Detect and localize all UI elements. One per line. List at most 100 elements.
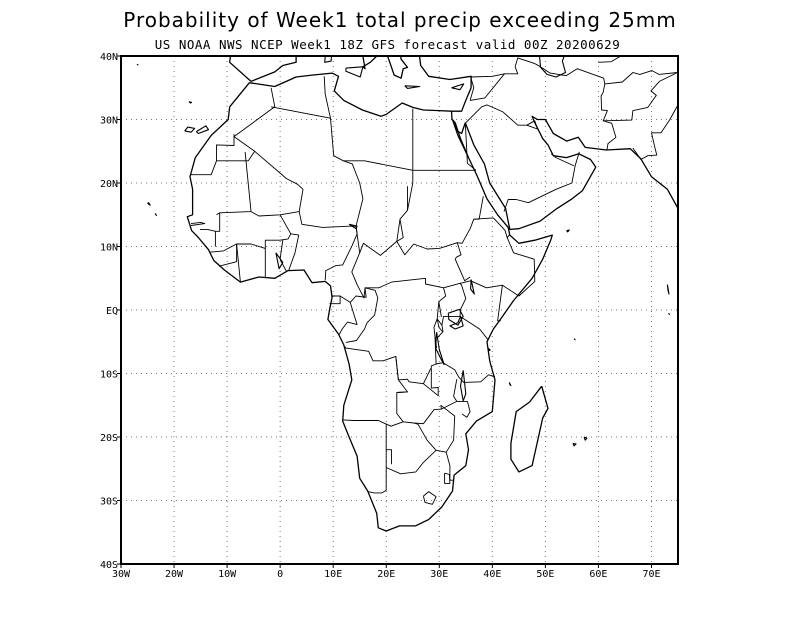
country-border [214,212,221,247]
x-tick-label: 30W [112,569,131,580]
indian-ocean-island [566,229,570,233]
country-border [351,226,447,349]
country-border [190,134,235,176]
country-border [470,66,519,101]
country-border [359,240,471,282]
x-tick-label: 10E [324,569,342,580]
x-tick-label: 50E [536,569,554,580]
atlantic-island [147,202,151,206]
country-border [396,219,401,242]
map-subtitle: US NOAA NWS NCEP Week1 18Z GFS forecast … [154,37,621,52]
country-border [503,151,580,212]
country-border [460,280,503,289]
caspian-sea-outline [538,56,567,78]
sinai-coastline [452,119,466,135]
country-border [279,240,287,272]
y-tick-label: 30N [100,116,118,127]
y-tick-label: 20S [100,433,118,444]
country-border [250,150,304,217]
country-border [422,368,432,384]
country-border [200,228,216,232]
country-border [546,56,548,57]
country-border [339,295,351,303]
country-border [218,244,238,267]
country-border [413,404,456,453]
country-border [441,315,460,326]
country-border [329,295,341,305]
country-border [403,379,458,425]
lake-outline [459,370,467,402]
mediterranean-island [451,83,465,91]
indian-ocean-island [573,338,576,341]
lake-outline [470,279,475,295]
lake-outline [447,308,464,326]
country-border [324,226,358,281]
atlantic-island [154,213,158,216]
country-border [497,237,536,322]
country-border [473,217,511,239]
country-border [396,391,408,393]
country-border [345,287,379,343]
country-border [561,24,598,53]
country-border [209,243,237,253]
country-border [344,346,439,397]
country-border [386,449,392,465]
country-border [550,153,575,167]
country-border [264,239,281,278]
africa-coastline [186,72,553,532]
country-border [443,282,489,341]
y-tick-label: 40N [100,52,118,63]
x-tick-label: 20E [377,569,395,580]
country-border [386,449,437,475]
italy-coastline [361,56,378,70]
madagascar-coastline [510,385,549,473]
country-border [526,120,538,130]
y-tick-label: EQ [106,306,118,317]
country-border [445,452,455,481]
atlantic-island [136,63,139,66]
country-border [438,301,442,318]
country-border [279,214,292,241]
country-border [233,87,276,137]
greece-coastline [386,56,409,79]
y-tick-label: 30S [100,497,118,508]
y-tick-label: 10S [100,370,118,381]
country-border [288,252,296,271]
country-border [457,196,484,244]
indian-ocean-island [668,312,671,315]
iberia-coastline [229,56,297,83]
x-tick-label: 10W [218,569,237,580]
country-border [343,160,364,227]
levant-turkey-coastline [418,56,472,112]
x-tick-label: 60E [589,569,607,580]
lake-outline [275,252,284,270]
country-border [330,118,414,242]
atlantic-island [184,126,196,133]
country-border [456,400,471,418]
country-border [514,57,617,151]
country-border [290,233,300,253]
x-tick-label: 40E [483,569,501,580]
indian-ocean-island [508,382,512,387]
country-border [444,472,451,484]
x-tick-label: 0 [277,569,283,580]
atlantic-island [195,125,210,135]
country-border [464,122,477,171]
country-border [465,104,536,126]
x-tick-label: 70E [642,569,660,580]
y-tick-label: 10N [100,243,118,254]
y-tick-label: 20N [100,179,118,190]
country-border [632,104,678,160]
country-border [469,73,505,101]
country-border [271,76,331,119]
mediterranean-island [404,85,421,89]
country-border [190,221,206,226]
map-title: Probability of Week1 total precip exceed… [123,8,677,32]
lake-outline [435,332,445,366]
country-border [367,424,387,494]
indian-ocean-island [449,315,464,330]
grid-lines [121,56,678,564]
country-border [604,70,678,85]
axis-ticks: 30W 20W 10W 0 10E 20E 30E 40E 50E 60E 70E 40N 30N 20N… [100,52,661,580]
